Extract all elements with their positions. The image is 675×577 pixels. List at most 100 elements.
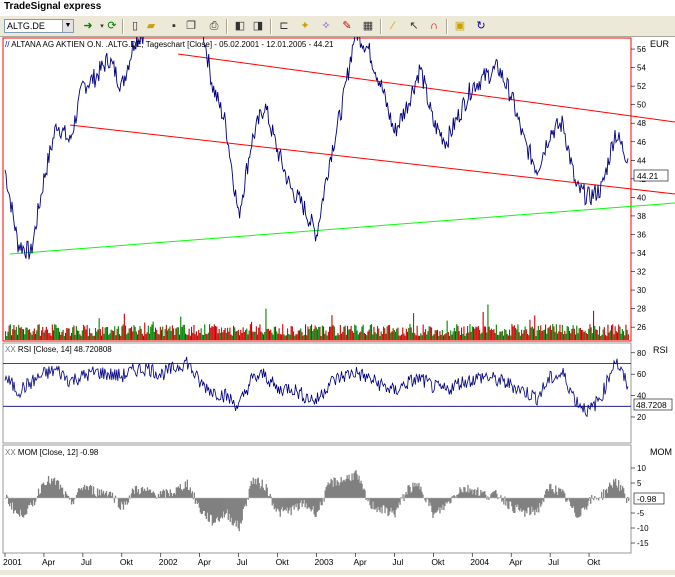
volume-bar [271, 333, 272, 340]
volume-bar [564, 331, 565, 340]
volume-bar [364, 333, 365, 340]
x-tick-label: Apr [198, 557, 211, 567]
volume-bar [292, 327, 293, 341]
volume-bar [456, 324, 457, 340]
properties-icon[interactable]: ▦ [360, 19, 376, 34]
mom-bar [603, 489, 604, 498]
volume-bar [28, 330, 29, 340]
volume-bar [325, 331, 326, 341]
drawing-icon[interactable]: ✎ [339, 19, 355, 34]
volume-bar [48, 333, 49, 340]
volume-bar [557, 334, 558, 340]
volume-bar [321, 336, 322, 340]
volume-bar [136, 332, 137, 340]
volume-bar [391, 331, 392, 340]
price-last-value: 44.21 [637, 171, 659, 181]
volume-bar [603, 329, 604, 340]
volume-bar [585, 331, 586, 340]
pointer-icon[interactable]: ↖ [406, 19, 422, 34]
pen-icon[interactable]: ⁄ [385, 19, 401, 34]
volume-bar [627, 330, 628, 340]
copy-icon[interactable]: ❐ [183, 19, 199, 34]
volume-bar [235, 331, 236, 340]
volume-bar [190, 336, 191, 340]
mom-bar [593, 498, 594, 500]
mom-bar [485, 495, 486, 498]
volume-bar [33, 331, 34, 340]
volume-bar [18, 325, 19, 340]
volume-bar [197, 336, 198, 341]
new-icon[interactable]: ▯ [127, 19, 143, 34]
refresh-icon[interactable]: ⟳ [104, 19, 120, 34]
symbol-input[interactable]: ALTG.DE ▼ [4, 19, 74, 33]
volume-bar [265, 309, 266, 340]
mom-bar [601, 492, 602, 498]
volume-bar [568, 327, 569, 340]
volume-bar [467, 326, 468, 340]
save-icon[interactable]: ▪ [166, 19, 182, 34]
volume-bar [257, 335, 258, 340]
volume-bar [459, 331, 460, 340]
volume-bar [6, 336, 7, 340]
volume-bar [327, 336, 328, 341]
volume-bar [198, 330, 199, 340]
volume-bar [510, 336, 511, 341]
magnet-icon[interactable]: ∩ [426, 19, 442, 34]
forward-icon[interactable]: ◨ [250, 19, 266, 34]
volume-bar [226, 333, 227, 340]
mom-bar [590, 498, 591, 504]
back-icon[interactable]: ◧ [232, 19, 248, 34]
volume-bar [613, 334, 614, 340]
volume-bar [528, 335, 529, 340]
window-icon[interactable]: ▣ [452, 19, 468, 34]
volume-bar [138, 330, 139, 340]
x-tick-label: Apr [42, 557, 55, 567]
volume-bar [331, 315, 332, 340]
volume-bar [333, 325, 334, 340]
volume-bar [540, 325, 541, 340]
mom-bar [35, 498, 36, 502]
volume-bar [59, 332, 60, 340]
volume-bar [322, 326, 323, 340]
volume-bar [169, 327, 170, 341]
volume-bar [330, 327, 331, 340]
volume-bar [463, 326, 464, 340]
volume-bar [475, 327, 476, 341]
volume-bar [373, 327, 374, 340]
volume-bar [502, 331, 503, 340]
volume-bar [465, 336, 466, 340]
volume-bar [550, 325, 551, 340]
indicator-icon[interactable]: ✦ [297, 19, 313, 34]
volume-bar [504, 329, 505, 340]
volume-bar [501, 332, 502, 340]
volume-bar [81, 336, 82, 340]
volume-bar [172, 325, 173, 340]
volume-bar [219, 329, 220, 340]
chevron-down-icon[interactable]: ▼ [62, 20, 73, 32]
scrollbar[interactable] [0, 570, 675, 575]
print-icon[interactable]: ⎙ [206, 19, 222, 34]
volume-bar [301, 332, 302, 340]
volume-bar [439, 331, 440, 340]
volume-bar [403, 334, 404, 341]
volume-bar [437, 330, 438, 340]
volume-bar [275, 327, 276, 340]
open-icon[interactable]: ▰ [143, 19, 159, 34]
volume-bar [418, 336, 419, 340]
reload-icon[interactable]: ↻ [473, 19, 489, 34]
volume-bar [141, 329, 142, 340]
volume-bar [24, 334, 25, 340]
volume-bar [420, 333, 421, 340]
volume-bar [604, 327, 605, 340]
volume-bar [577, 333, 578, 340]
mom-bar [402, 494, 403, 498]
volume-bar [25, 328, 26, 341]
volume-bar [40, 336, 41, 340]
volume-bar [243, 327, 244, 340]
chart-type-icon[interactable]: ⊏ [276, 19, 292, 34]
volume-bar [204, 324, 205, 340]
volume-bar [454, 328, 455, 340]
volume-bar [90, 333, 91, 340]
volume-bar [87, 325, 88, 340]
strategy-icon[interactable]: ✧ [318, 19, 334, 34]
